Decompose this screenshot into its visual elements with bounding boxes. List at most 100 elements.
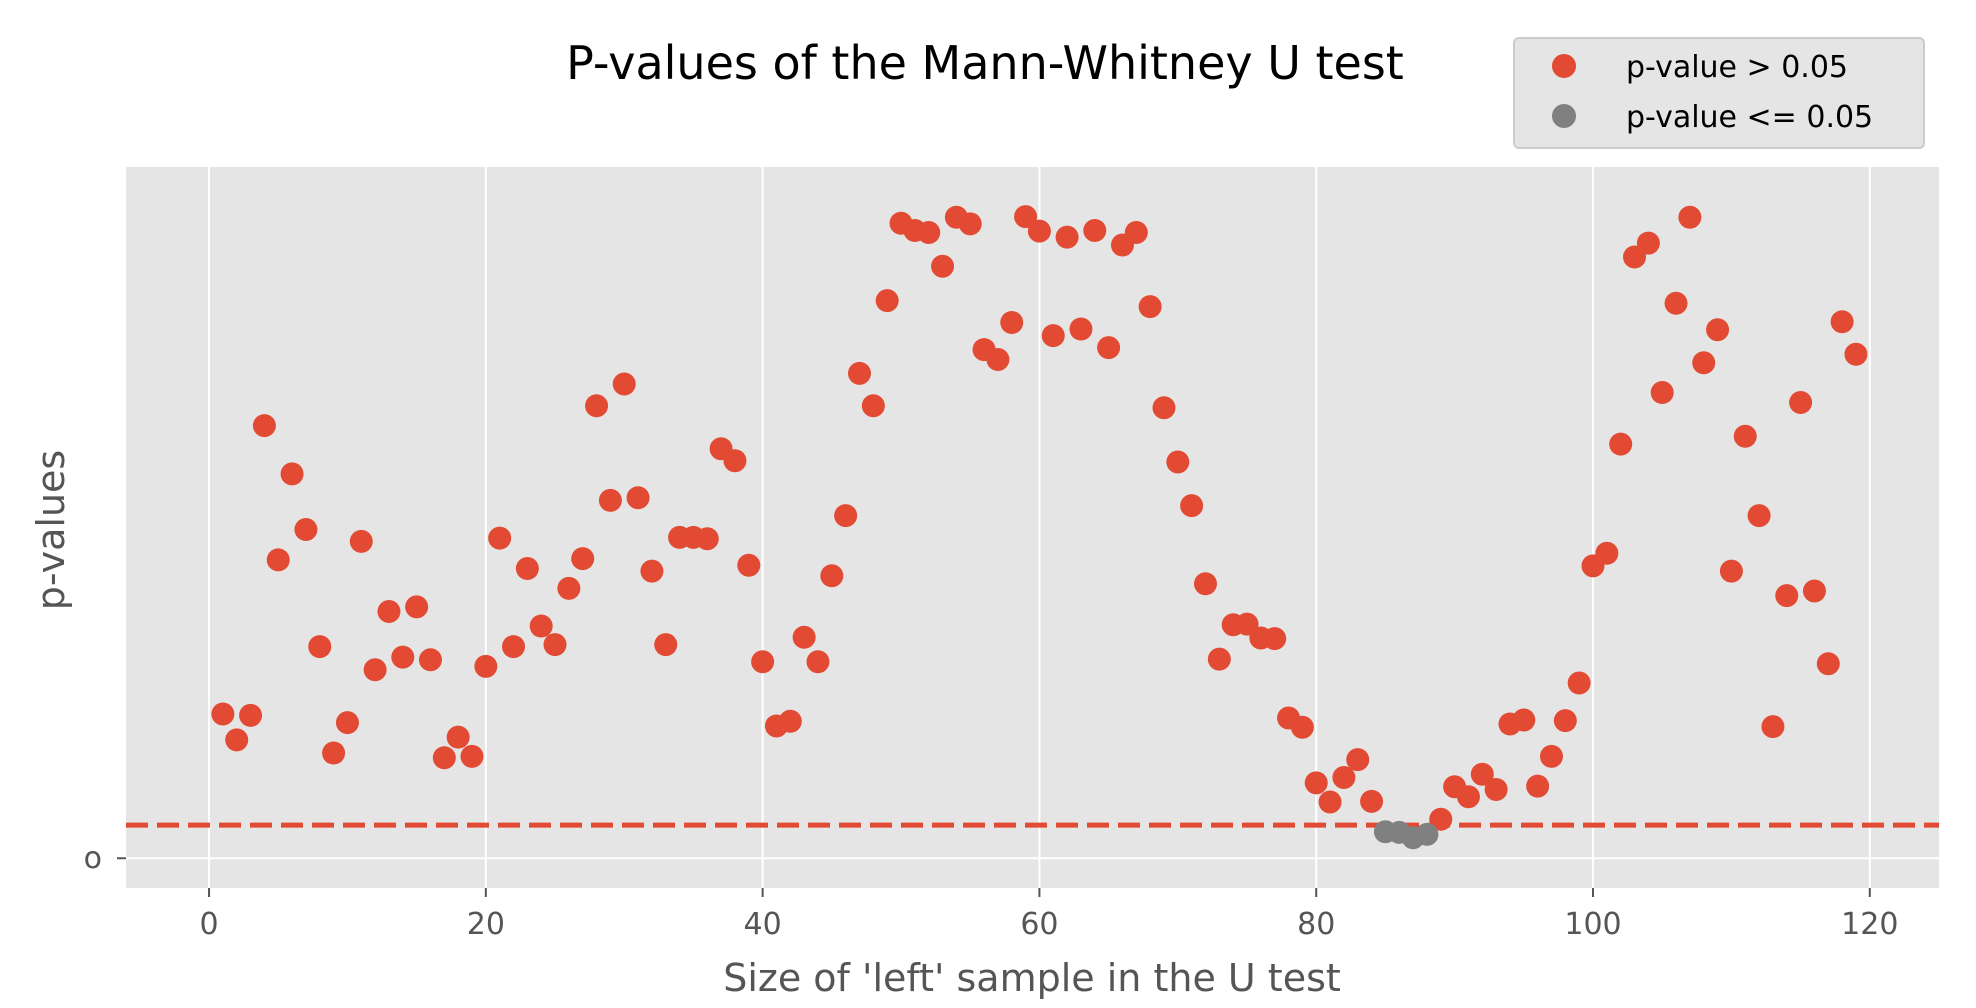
data-point-above-threshold (515, 557, 539, 581)
x-tick-label: 40 (744, 907, 782, 942)
data-point-above-threshold (1802, 579, 1826, 603)
data-point-above-threshold (1097, 336, 1121, 360)
data-point-above-threshold (751, 650, 775, 674)
data-point-above-threshold (1470, 762, 1494, 786)
x-tick-label: 0 (199, 907, 218, 942)
data-point-above-threshold (1512, 708, 1536, 732)
data-point-above-threshold (391, 645, 415, 669)
data-point-above-threshold (1733, 424, 1757, 448)
axis-ticks: 0 20 40 60 80 100 120 o (84, 841, 1899, 942)
x-tick-label: 80 (1297, 907, 1335, 942)
data-point-above-threshold (488, 526, 512, 550)
legend: p-value > 0.05 p-value <= 0.05 (1513, 37, 1925, 149)
data-point-above-threshold (1429, 807, 1453, 831)
data-point-above-threshold (875, 289, 899, 313)
data-point-above-threshold (1263, 627, 1287, 651)
data-point-above-threshold (737, 553, 761, 577)
data-point-above-threshold (806, 650, 830, 674)
data-point-above-threshold (654, 633, 678, 657)
data-point-above-threshold (363, 658, 387, 682)
plot-area (126, 167, 1939, 888)
legend-marker-below (1552, 104, 1576, 128)
data-point-above-threshold (335, 711, 359, 735)
data-point-above-threshold (848, 361, 872, 385)
data-point-above-threshold (640, 559, 664, 583)
data-point-above-threshold (1747, 504, 1771, 528)
data-point-above-threshold (1166, 450, 1190, 474)
data-point-above-threshold (1678, 205, 1702, 229)
data-point-above-threshold (557, 576, 581, 600)
data-point-above-threshold (1000, 310, 1024, 334)
data-point-above-threshold (1775, 584, 1799, 608)
data-point-above-threshold (1083, 219, 1107, 243)
data-point-above-threshold (1719, 559, 1743, 583)
data-point-above-threshold (405, 595, 429, 619)
data-point-above-threshold (1484, 777, 1508, 801)
y-tick-label: o (84, 841, 102, 876)
data-point-above-threshold (322, 741, 346, 765)
data-point-above-threshold (723, 449, 747, 473)
data-point-above-threshold (1636, 231, 1660, 255)
data-point-above-threshold (778, 709, 802, 733)
data-point-above-threshold (1360, 789, 1384, 813)
data-point-above-threshold (1789, 390, 1813, 414)
data-point-above-threshold (1124, 220, 1148, 244)
data-point-above-threshold (1650, 381, 1674, 405)
data-point-above-threshold (626, 486, 650, 510)
data-point-above-threshold (1041, 324, 1065, 348)
data-point-above-threshold (446, 725, 470, 749)
data-point-above-threshold (571, 547, 595, 571)
data-point-above-threshold (1830, 310, 1854, 334)
data-point-above-threshold (294, 517, 318, 541)
data-point-above-threshold (418, 648, 442, 672)
data-point-above-threshold (986, 347, 1010, 371)
data-point-above-threshold (1193, 572, 1217, 596)
data-point-above-threshold (1290, 715, 1314, 739)
data-point-above-threshold (308, 635, 332, 659)
data-point-above-threshold (861, 394, 885, 418)
data-point-above-threshold (834, 504, 858, 528)
data-point-above-threshold (1318, 790, 1342, 814)
data-point-above-threshold (1761, 715, 1785, 739)
data-point-above-threshold (1027, 219, 1051, 243)
data-point-above-threshold (1304, 771, 1328, 795)
data-point-above-threshold (239, 703, 263, 727)
data-point-above-threshold (820, 564, 844, 588)
data-point-above-threshold (211, 702, 235, 726)
x-tick-label: 20 (467, 907, 505, 942)
x-tick-label: 100 (1564, 907, 1621, 942)
data-point-below-threshold (1415, 822, 1439, 846)
data-point-above-threshold (1138, 295, 1162, 319)
data-point-above-threshold (958, 212, 982, 236)
data-point-above-threshold (502, 635, 526, 659)
data-point-above-threshold (1816, 652, 1840, 676)
data-point-above-threshold (266, 548, 290, 572)
data-point-above-threshold (1526, 774, 1550, 798)
x-axis-label: Size of 'left' sample in the U test (723, 956, 1341, 1000)
data-point-above-threshold (1706, 318, 1730, 342)
data-point-above-threshold (1692, 351, 1716, 375)
data-point-above-threshold (917, 220, 941, 244)
x-tick-label: 60 (1020, 907, 1058, 942)
data-point-above-threshold (377, 600, 401, 624)
data-point-above-threshold (598, 488, 622, 512)
data-point-above-threshold (1069, 317, 1093, 341)
data-point-above-threshold (225, 728, 249, 752)
data-point-above-threshold (1553, 709, 1577, 733)
data-point-above-threshold (1207, 647, 1231, 671)
grid-lines (126, 167, 1939, 888)
x-tick-label: 120 (1841, 907, 1898, 942)
data-point-above-threshold (1456, 785, 1480, 809)
data-point-above-threshold (543, 633, 567, 657)
legend-marker-above (1552, 54, 1576, 78)
data-point-above-threshold (1152, 396, 1176, 420)
data-point-above-threshold (1539, 744, 1563, 768)
data-point-above-threshold (1664, 291, 1688, 315)
data-point-above-threshold (1180, 494, 1204, 518)
legend-label-below: p-value <= 0.05 (1626, 100, 1873, 135)
legend-label-above: p-value > 0.05 (1626, 50, 1848, 85)
data-point-above-threshold (792, 625, 816, 649)
data-point-above-threshold (695, 527, 719, 551)
data-point-above-threshold (1595, 541, 1619, 565)
